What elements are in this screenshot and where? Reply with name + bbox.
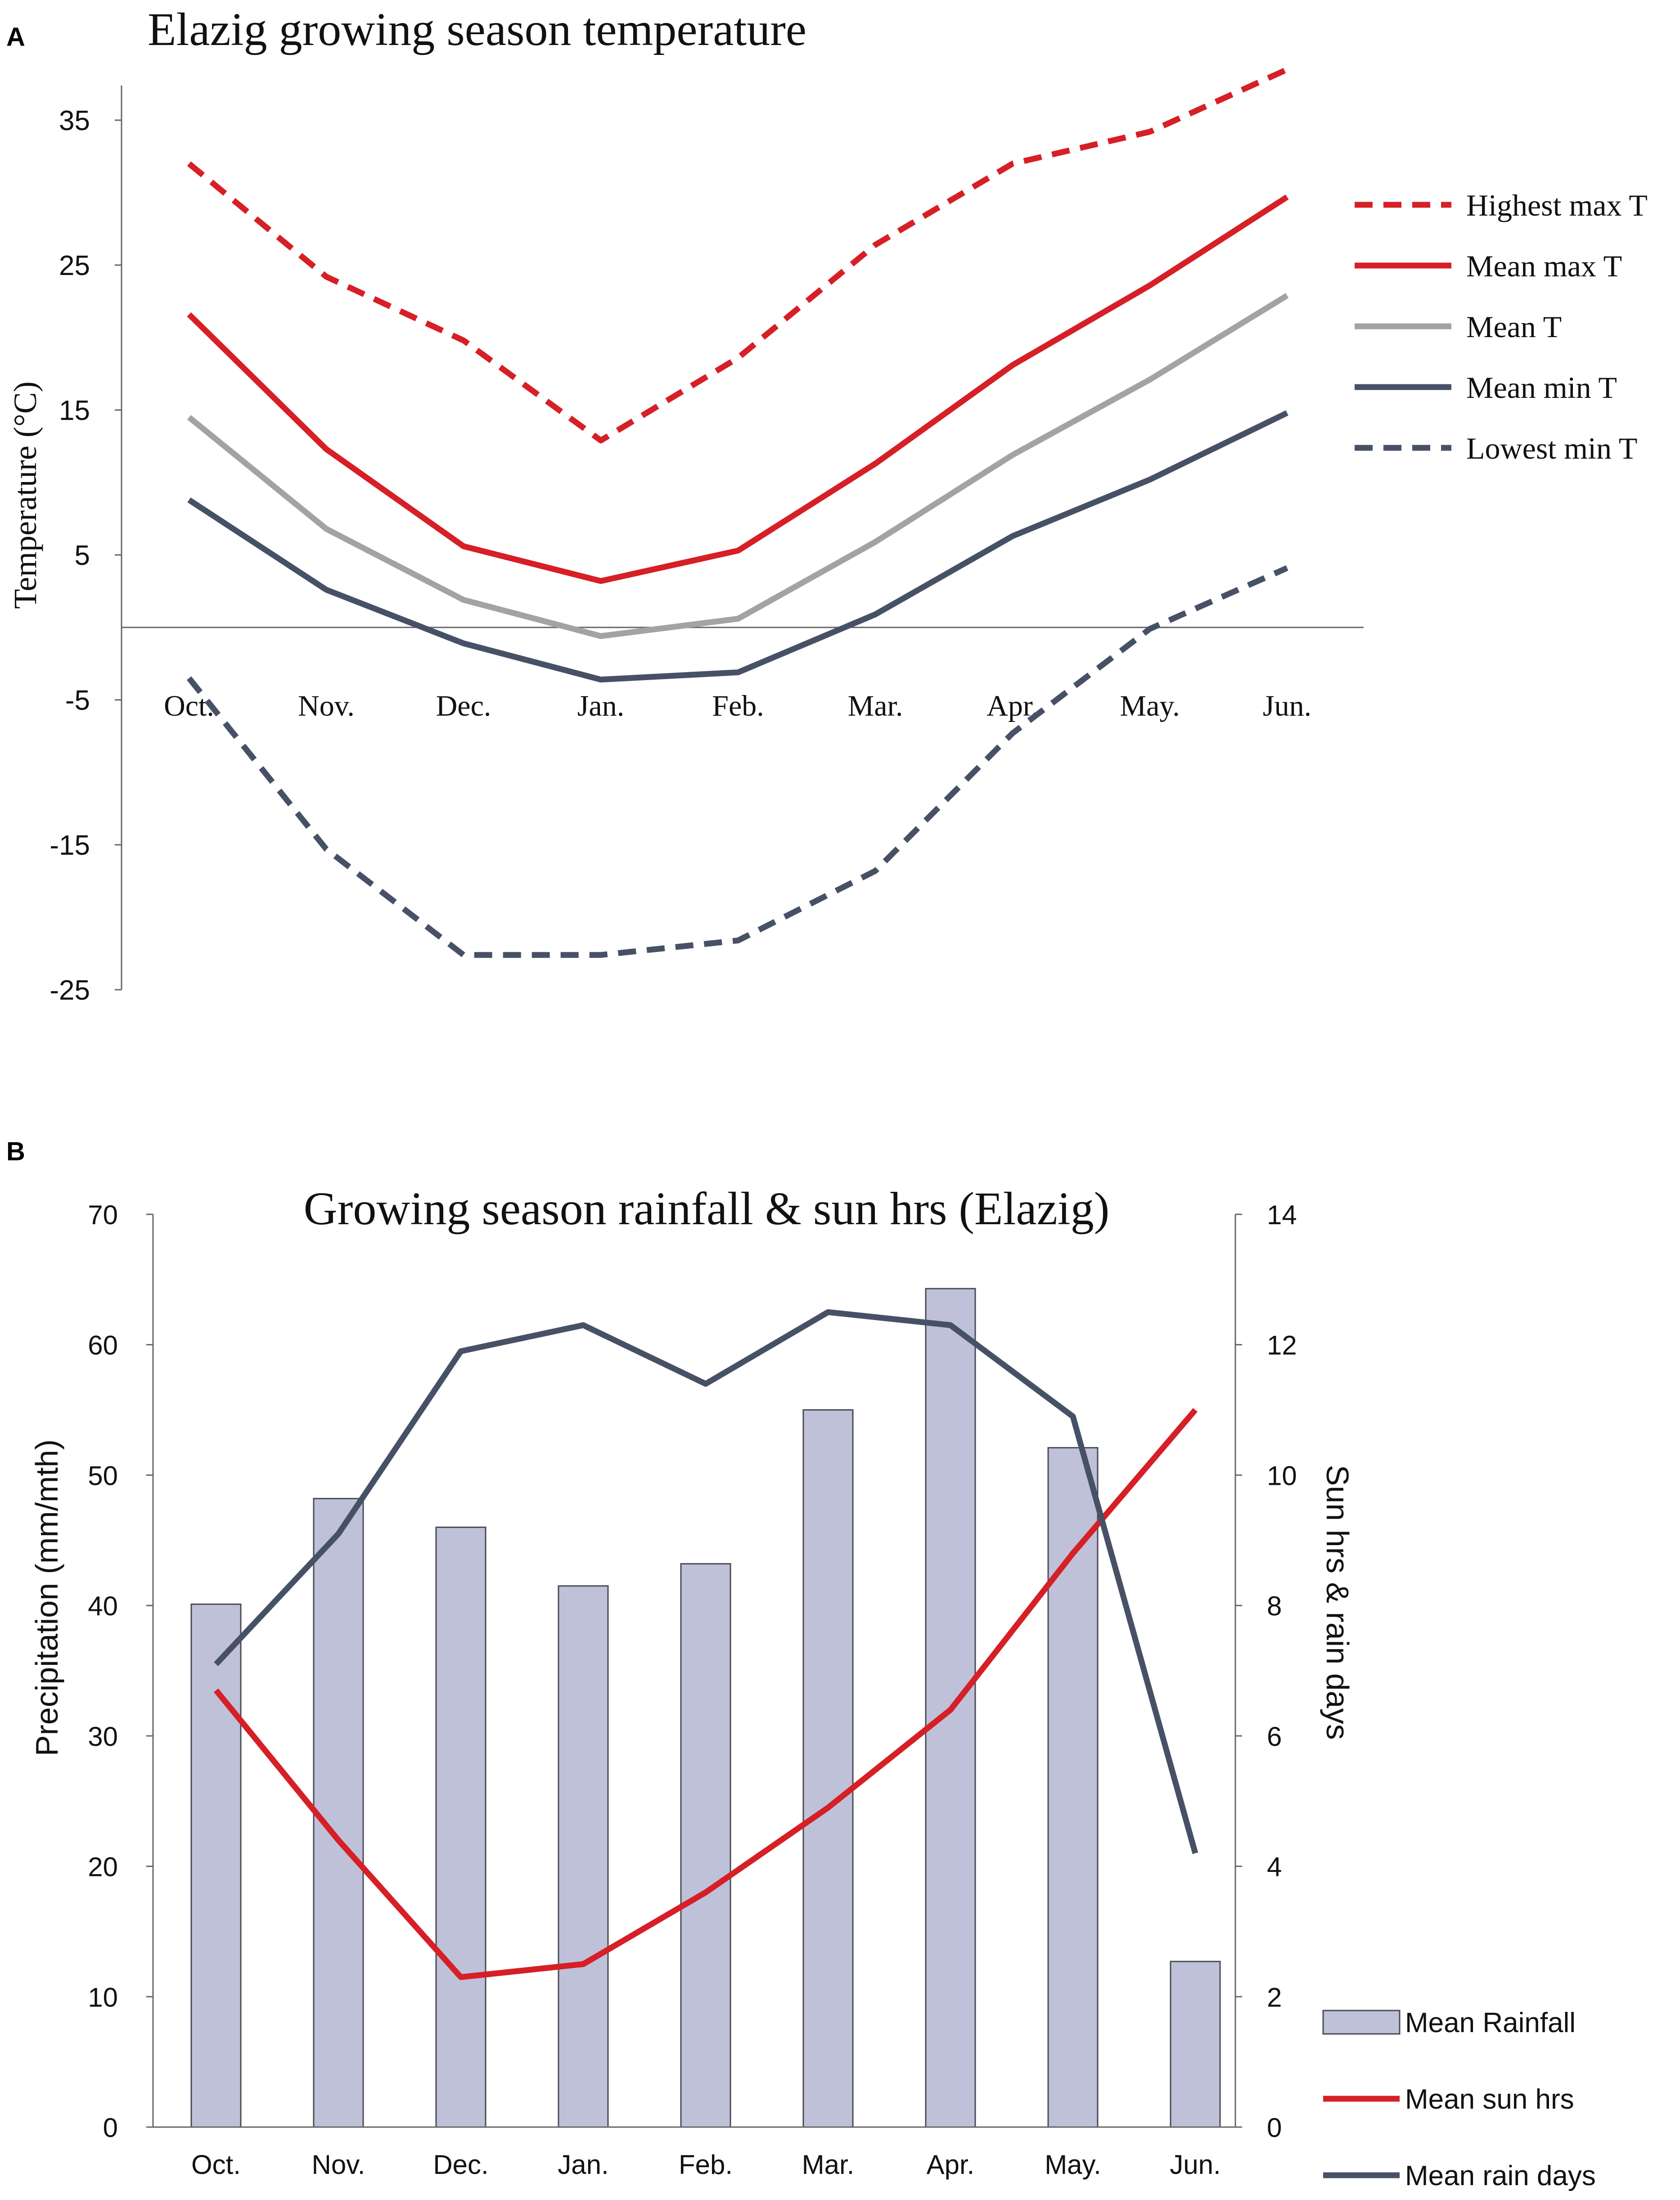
legend-label: Mean T [1466, 310, 1562, 344]
x-tick-label: May. [1120, 690, 1180, 722]
bar [1047, 1447, 1099, 2128]
x-tick-label: Nov. [312, 2150, 365, 2180]
y-tick-label: 70 [88, 1200, 118, 1230]
x-tick-label: Nov. [298, 690, 355, 722]
y-tick-label: 35 [59, 105, 90, 136]
bar [1170, 1961, 1221, 2128]
series-line [187, 67, 1288, 444]
bar [435, 1526, 486, 2128]
y-tick-label: 30 [88, 1722, 118, 1752]
legend-label: Mean sun hrs [1405, 2084, 1574, 2115]
x-tick-label: Oct. [164, 690, 214, 722]
y-tick-label: 5 [75, 540, 90, 571]
panel-a-letter: A [6, 23, 25, 52]
legend-label: Mean max T [1466, 249, 1622, 283]
series-line [187, 293, 1289, 639]
legend-label: Mean Rainfall [1405, 2007, 1576, 2038]
y-tick-label: 0 [103, 2113, 118, 2143]
bar [802, 1409, 854, 2128]
chart-b-title: Growing season rainfall & sun hrs (Elazi… [304, 1183, 1110, 1235]
legend-label: Mean rain days [1405, 2160, 1596, 2191]
y-tick-label: 10 [88, 1982, 118, 2012]
chart-b-lines [213, 1309, 1198, 1980]
legend-label: Lowest min T [1466, 431, 1637, 465]
bar [313, 1498, 364, 2128]
y2-tick-label: 14 [1267, 1200, 1297, 1230]
panel-b: B 0 10 20 30 40 50 60 70 0 2 4 6 8 10 12 14 Oct. Nov. De… [6, 1137, 1596, 2191]
x-tick-label: Mar. [802, 2150, 855, 2180]
x-tick-label: Jun. [1263, 690, 1311, 722]
legend-label: Mean min T [1466, 370, 1617, 405]
y-tick-label: -25 [50, 975, 90, 1006]
chart-a-legend: Highest max T Mean max T Mean T Mean min T L… [1355, 188, 1648, 465]
y-tick-label: -15 [50, 830, 90, 861]
y-tick-label: 40 [88, 1591, 118, 1621]
y2-tick-label: 6 [1267, 1722, 1282, 1752]
chart-a-series [186, 67, 1289, 958]
y2-tick-label: 4 [1267, 1852, 1282, 1882]
chart-a-y-ticks: 35 25 15 5 -5 -15 -25 [50, 105, 122, 1006]
y-tick-label: 20 [88, 1852, 118, 1882]
y2-tick-label: 10 [1267, 1461, 1297, 1491]
x-tick-label: Mar. [848, 690, 903, 722]
chart-a-title: Elazig growing season temperature [148, 4, 806, 55]
chart-b-legend: Mean Rainfall Mean sun hrs Mean rain days [1322, 2007, 1596, 2191]
y2-tick-label: 8 [1267, 1591, 1282, 1621]
series-line [186, 565, 1288, 958]
y-tick-label: -5 [65, 685, 90, 716]
y-tick-label: 25 [59, 250, 90, 281]
chart-a-x-ticks: Oct. Nov. Dec. Jan. Feb. Mar. Apr. May. Jun. [164, 690, 1311, 722]
x-tick-label: Dec. [433, 2150, 488, 2180]
bar [558, 1585, 609, 2128]
chart-b-x-ticks: Oct. Nov. Dec. Jan. Feb. Mar. Apr. May. Jun. [191, 2150, 1221, 2180]
legend-label: Highest max T [1466, 188, 1648, 222]
bar [680, 1563, 731, 2128]
chart-b-bars [190, 1288, 1221, 2128]
panel-a: A Elazig growing season temperature 35 25… [6, 4, 1648, 1006]
x-tick-label: Jan. [577, 690, 624, 722]
series-line [214, 1309, 1198, 1854]
chart-b-y2-ticks: 0 2 4 6 8 10 12 14 [1235, 1200, 1297, 2143]
y2-tick-label: 0 [1267, 2113, 1282, 2143]
chart-b-y2-label: Sun hrs & rain days [1320, 1465, 1355, 1740]
x-tick-label: Jun. [1170, 2150, 1221, 2180]
chart-b-y-label: Precipitation (mm/mth) [29, 1439, 64, 1756]
x-tick-label: Oct. [191, 2150, 241, 2180]
x-tick-label: Feb. [679, 2150, 733, 2180]
x-tick-label: May. [1045, 2150, 1101, 2180]
x-tick-label: Jan. [558, 2150, 608, 2180]
chart-a-y-label: Temperature (°C) [7, 381, 43, 609]
chart-b-y-ticks: 0 10 20 30 40 50 60 70 [88, 1200, 153, 2143]
series-line [187, 194, 1289, 584]
panel-b-letter: B [6, 1137, 25, 1166]
legend-swatch [1322, 2010, 1401, 2035]
x-tick-label: Dec. [436, 690, 491, 722]
bar [190, 1603, 242, 2128]
x-tick-label: Apr. [927, 2150, 975, 2180]
y-tick-label: 60 [88, 1330, 118, 1361]
x-tick-label: Feb. [712, 690, 764, 722]
y2-tick-label: 12 [1267, 1330, 1297, 1361]
series-line [213, 1408, 1198, 1980]
series-line [187, 410, 1288, 683]
y-tick-label: 50 [88, 1461, 118, 1491]
y-tick-label: 15 [59, 395, 90, 426]
y2-tick-label: 2 [1267, 1982, 1282, 2012]
